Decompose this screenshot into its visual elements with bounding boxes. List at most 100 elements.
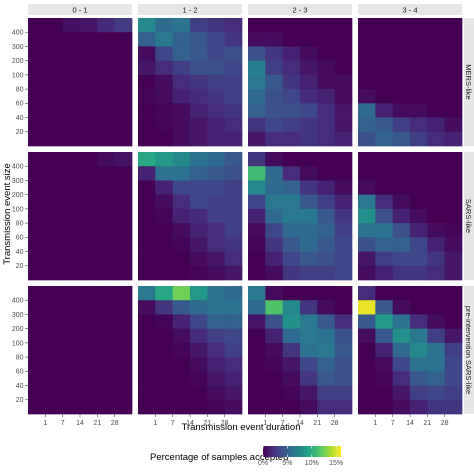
heat-cell — [410, 265, 428, 281]
heat-cell — [80, 223, 98, 238]
heat-cell — [172, 371, 191, 386]
heat-cell — [138, 251, 156, 267]
heat-cell — [444, 152, 463, 167]
heat-cell — [172, 131, 191, 147]
heat-cell — [114, 74, 133, 90]
heat-cell — [392, 131, 411, 147]
heat-cell — [444, 117, 463, 133]
heat-cell — [444, 194, 463, 210]
heat-cell — [427, 314, 446, 330]
heat-cell — [358, 342, 376, 358]
heat-cell — [62, 371, 81, 386]
heat-cell — [300, 18, 318, 33]
heat-cell — [80, 357, 98, 372]
heat-cell — [375, 371, 394, 386]
heat-cell — [155, 223, 174, 238]
heat-cell — [392, 166, 411, 181]
heat-cell — [45, 131, 64, 147]
y-tick-label: 300 — [12, 44, 24, 51]
heat-cell — [45, 152, 64, 167]
heat-cell — [114, 399, 133, 415]
y-tick-label: 100 — [12, 206, 24, 213]
heat-cell — [358, 166, 376, 181]
heat-cell — [248, 385, 266, 401]
heat-cell — [80, 103, 98, 118]
heat-cell — [300, 300, 318, 315]
heat-cell — [334, 194, 353, 210]
heat-cell — [427, 166, 446, 181]
heat-cell — [224, 46, 243, 62]
heat-cell — [427, 18, 446, 33]
heat-cell — [190, 328, 208, 344]
heat-cell — [28, 32, 46, 47]
x-tick-label: 21 — [203, 420, 211, 427]
heat-cell — [300, 32, 318, 47]
heat-cell — [190, 46, 208, 62]
heat-cell — [265, 371, 284, 386]
heat-cell — [28, 342, 46, 358]
heat-cell — [62, 180, 81, 196]
heat-cell — [155, 342, 174, 358]
legend-tick-label: 0% — [258, 460, 268, 467]
y-tick-label: 20 — [16, 129, 24, 136]
heat-cell — [427, 399, 446, 415]
heat-cell — [138, 117, 156, 133]
heat-cell — [114, 357, 133, 372]
heat-cell — [358, 117, 376, 133]
heat-cell — [172, 32, 191, 47]
heat-cell — [334, 18, 353, 33]
heat-cell — [207, 385, 226, 401]
y-tick-label: 400 — [12, 298, 24, 305]
heat-cell — [444, 74, 463, 90]
x-tick-label: 7 — [171, 420, 175, 427]
heat-cell — [334, 314, 353, 330]
x-axis-ticks: 1 7 14 21 28 1 7 14 21 28 1 7 14 21 28 1 7 14 21 28 — [43, 414, 449, 427]
heat-cell — [155, 166, 174, 181]
heat-cell — [358, 385, 376, 401]
heat-cell — [114, 314, 133, 330]
heat-cell — [190, 74, 208, 90]
heat-cell — [375, 103, 394, 118]
heat-cell — [224, 180, 243, 196]
heat-cell — [444, 166, 463, 181]
heat-cell — [427, 117, 446, 133]
heat-cell — [28, 328, 46, 344]
heat-cell — [155, 74, 174, 90]
heat-cell — [317, 342, 336, 358]
heat-cell — [392, 117, 411, 133]
heat-cell — [207, 223, 226, 238]
heat-cell — [317, 18, 336, 33]
heat-cell — [45, 314, 64, 330]
y-tick-label: 60 — [16, 369, 24, 376]
heat-cell — [334, 286, 353, 301]
heat-cell — [427, 328, 446, 344]
heat-cell — [207, 342, 226, 358]
heat-cell — [155, 251, 174, 267]
heat-cell — [97, 117, 116, 133]
heat-cell — [300, 357, 318, 372]
heat-cell — [392, 300, 411, 315]
heat-cell — [97, 32, 116, 47]
heat-cell — [80, 89, 98, 104]
heat-cell — [375, 117, 394, 133]
y-tick-label: 400 — [12, 30, 24, 37]
heat-cell — [392, 385, 411, 401]
heat-cell — [444, 314, 463, 330]
heat-cell — [410, 152, 428, 167]
heat-cell — [155, 371, 174, 386]
heat-cell — [427, 103, 446, 118]
heat-cell — [190, 32, 208, 47]
heat-cell — [114, 117, 133, 133]
heat-cell — [28, 166, 46, 181]
heat-cell — [358, 18, 376, 33]
heat-cell — [444, 180, 463, 196]
heat-cell — [28, 180, 46, 196]
heat-cell — [207, 286, 226, 301]
x-tick-label: 14 — [406, 420, 414, 427]
x-tick-label: 21 — [93, 420, 101, 427]
heat-cell — [427, 60, 446, 76]
heat-cell — [80, 152, 98, 167]
heat-cell — [444, 286, 463, 301]
heat-cell — [410, 208, 428, 224]
heat-cell — [444, 399, 463, 415]
